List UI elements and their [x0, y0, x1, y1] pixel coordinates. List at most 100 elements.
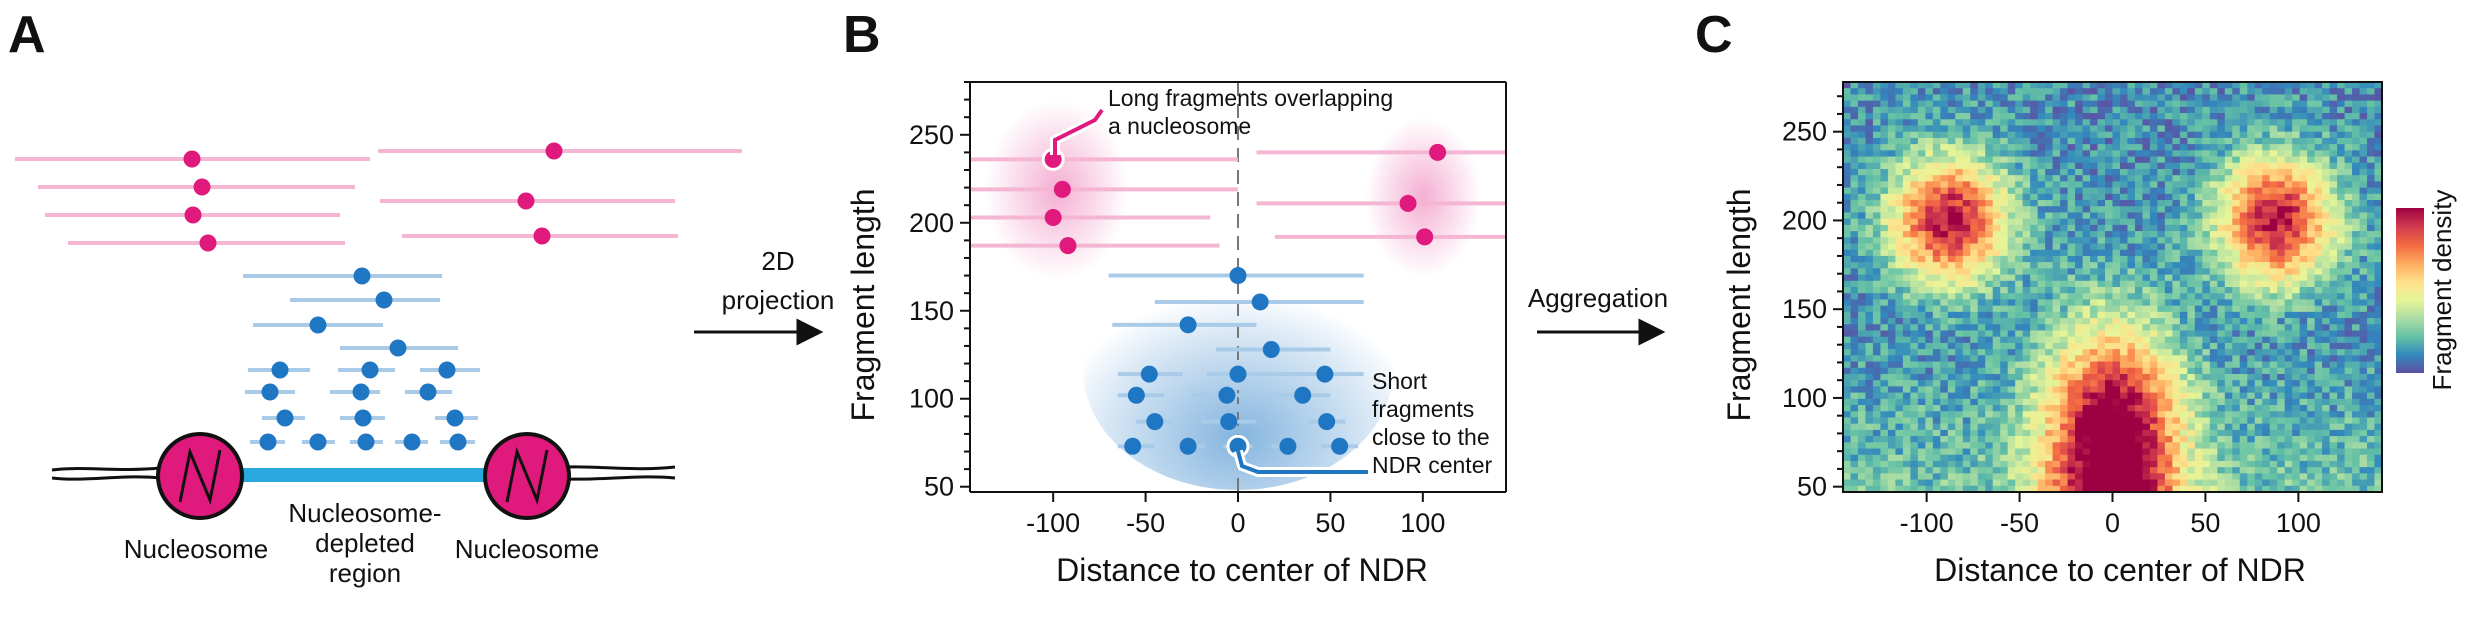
heatmap-cell — [2037, 392, 2046, 400]
heatmap-cell — [1857, 373, 1867, 381]
heatmap-cell — [1955, 224, 1964, 232]
heatmap-cell — [2187, 467, 2196, 474]
heatmap-cell — [2307, 485, 2316, 493]
heatmap-cell — [2022, 125, 2031, 133]
heatmap-cell — [1932, 485, 1941, 493]
heatmap-cell — [2164, 274, 2173, 282]
heatmap-cell — [1925, 168, 1934, 176]
heatmap-cell — [2344, 137, 2353, 145]
heatmap-cell — [1843, 417, 1852, 425]
heatmap-cell — [2142, 367, 2151, 375]
heatmap-cell — [2164, 429, 2173, 437]
heatmap-cell — [2157, 200, 2166, 207]
heatmap-cell — [1977, 485, 1986, 493]
heatmap-cell — [2119, 88, 2129, 96]
heatmap-cell — [2127, 94, 2136, 102]
heatmap-cell — [2060, 249, 2069, 257]
heatmap-cell — [2254, 485, 2263, 493]
heatmap-cell — [2269, 367, 2278, 375]
heatmap-cell — [2367, 355, 2376, 363]
heatmap-cell — [2134, 349, 2144, 356]
heatmap-cell — [1843, 423, 1852, 431]
heatmap-cell — [1917, 336, 1926, 344]
heatmap-cell — [2224, 485, 2233, 493]
heatmap-cell — [2060, 193, 2069, 201]
heatmap-cell — [2105, 237, 2114, 245]
heatmap-cell — [2172, 280, 2181, 288]
heatmap-cell — [2179, 299, 2188, 307]
heatmap-cell — [2097, 175, 2106, 182]
heatmap-cell — [2060, 355, 2069, 363]
heatmap-cell — [2322, 218, 2331, 226]
heatmap-cell — [2052, 144, 2061, 151]
heatmap-cell — [2060, 454, 2069, 462]
heatmap-cell — [2239, 454, 2248, 462]
heatmap-cell — [2157, 287, 2166, 294]
heatmap-cell — [1843, 206, 1852, 214]
heatmap-cell — [1917, 305, 1926, 313]
heatmap-cell — [1887, 293, 1897, 301]
heatmap-cell — [1865, 231, 1874, 238]
heatmap-cell — [2314, 305, 2323, 313]
heatmap-cell — [1925, 262, 1934, 269]
heatmap-cell — [1917, 137, 1926, 145]
heatmap-cell — [2060, 144, 2069, 151]
heatmap-cell — [2164, 442, 2173, 450]
heatmap-cell — [2307, 380, 2316, 387]
heatmap-cell — [2000, 454, 2009, 462]
heatmap-cell — [1962, 330, 1971, 338]
heatmap-cell — [2075, 311, 2084, 319]
heatmap-cell — [1962, 473, 1971, 481]
heatmap-cell — [2254, 82, 2263, 89]
heatmap-cell — [2307, 156, 2316, 164]
heatmap-cell — [2112, 473, 2121, 481]
heatmap-cell — [1902, 137, 1911, 145]
heatmap-cell — [2075, 168, 2084, 176]
heatmap-cell — [2045, 131, 2054, 139]
heatmap-cell — [1955, 262, 1964, 269]
heatmap-cell — [2022, 274, 2031, 282]
heatmap-cell — [2045, 299, 2054, 307]
heatmap-cell — [1940, 299, 1949, 307]
heatmap-cell — [1910, 287, 1919, 294]
heatmap-cell — [2075, 355, 2084, 363]
heatmap-cell — [1843, 429, 1852, 437]
heatmap-cell — [2030, 187, 2039, 195]
heatmap-cell — [2067, 305, 2076, 313]
heatmap-cell — [2292, 150, 2301, 158]
heatmap-cell — [2105, 380, 2114, 387]
heatmap-cell — [2314, 131, 2323, 139]
heatmap-cell — [2217, 380, 2226, 387]
heatmap-cell — [2247, 479, 2256, 487]
heatmap-cell — [2082, 311, 2091, 319]
heatmap-cell — [2037, 137, 2046, 145]
heatmap-cell — [2112, 293, 2121, 301]
heatmap-cell — [2172, 106, 2181, 114]
heatmap-cell — [2052, 293, 2061, 301]
heatmap-cell — [2352, 330, 2361, 338]
heatmap-cell — [2022, 454, 2031, 462]
heatmap-cell — [1917, 125, 1926, 133]
heatmap-cell — [2105, 249, 2114, 257]
heatmap-cell — [1910, 417, 1919, 425]
heatmap-cell — [1843, 156, 1852, 164]
heatmap-cell — [2359, 361, 2368, 369]
heatmap-cell — [1902, 467, 1911, 474]
heatmap-cell — [2307, 361, 2316, 369]
heatmap-cell — [2262, 218, 2271, 226]
heatmap-cell — [1880, 237, 1889, 245]
heatmap-cell — [1843, 398, 1852, 406]
heatmap-cell — [1865, 262, 1874, 269]
heatmap-cell — [2142, 193, 2151, 201]
heatmap-cell — [1850, 311, 1859, 319]
heatmap-cell — [2134, 224, 2144, 232]
heatmap-cell — [2299, 299, 2308, 307]
heatmap-cell — [1925, 460, 1934, 468]
heatmap-cell — [2179, 262, 2188, 269]
heatmap-cell — [1895, 436, 1904, 443]
heatmap-cell — [2127, 187, 2136, 195]
heatmap-cell — [2142, 249, 2151, 257]
heatmap-cell — [2277, 429, 2286, 437]
heatmap-cell — [2030, 274, 2039, 282]
